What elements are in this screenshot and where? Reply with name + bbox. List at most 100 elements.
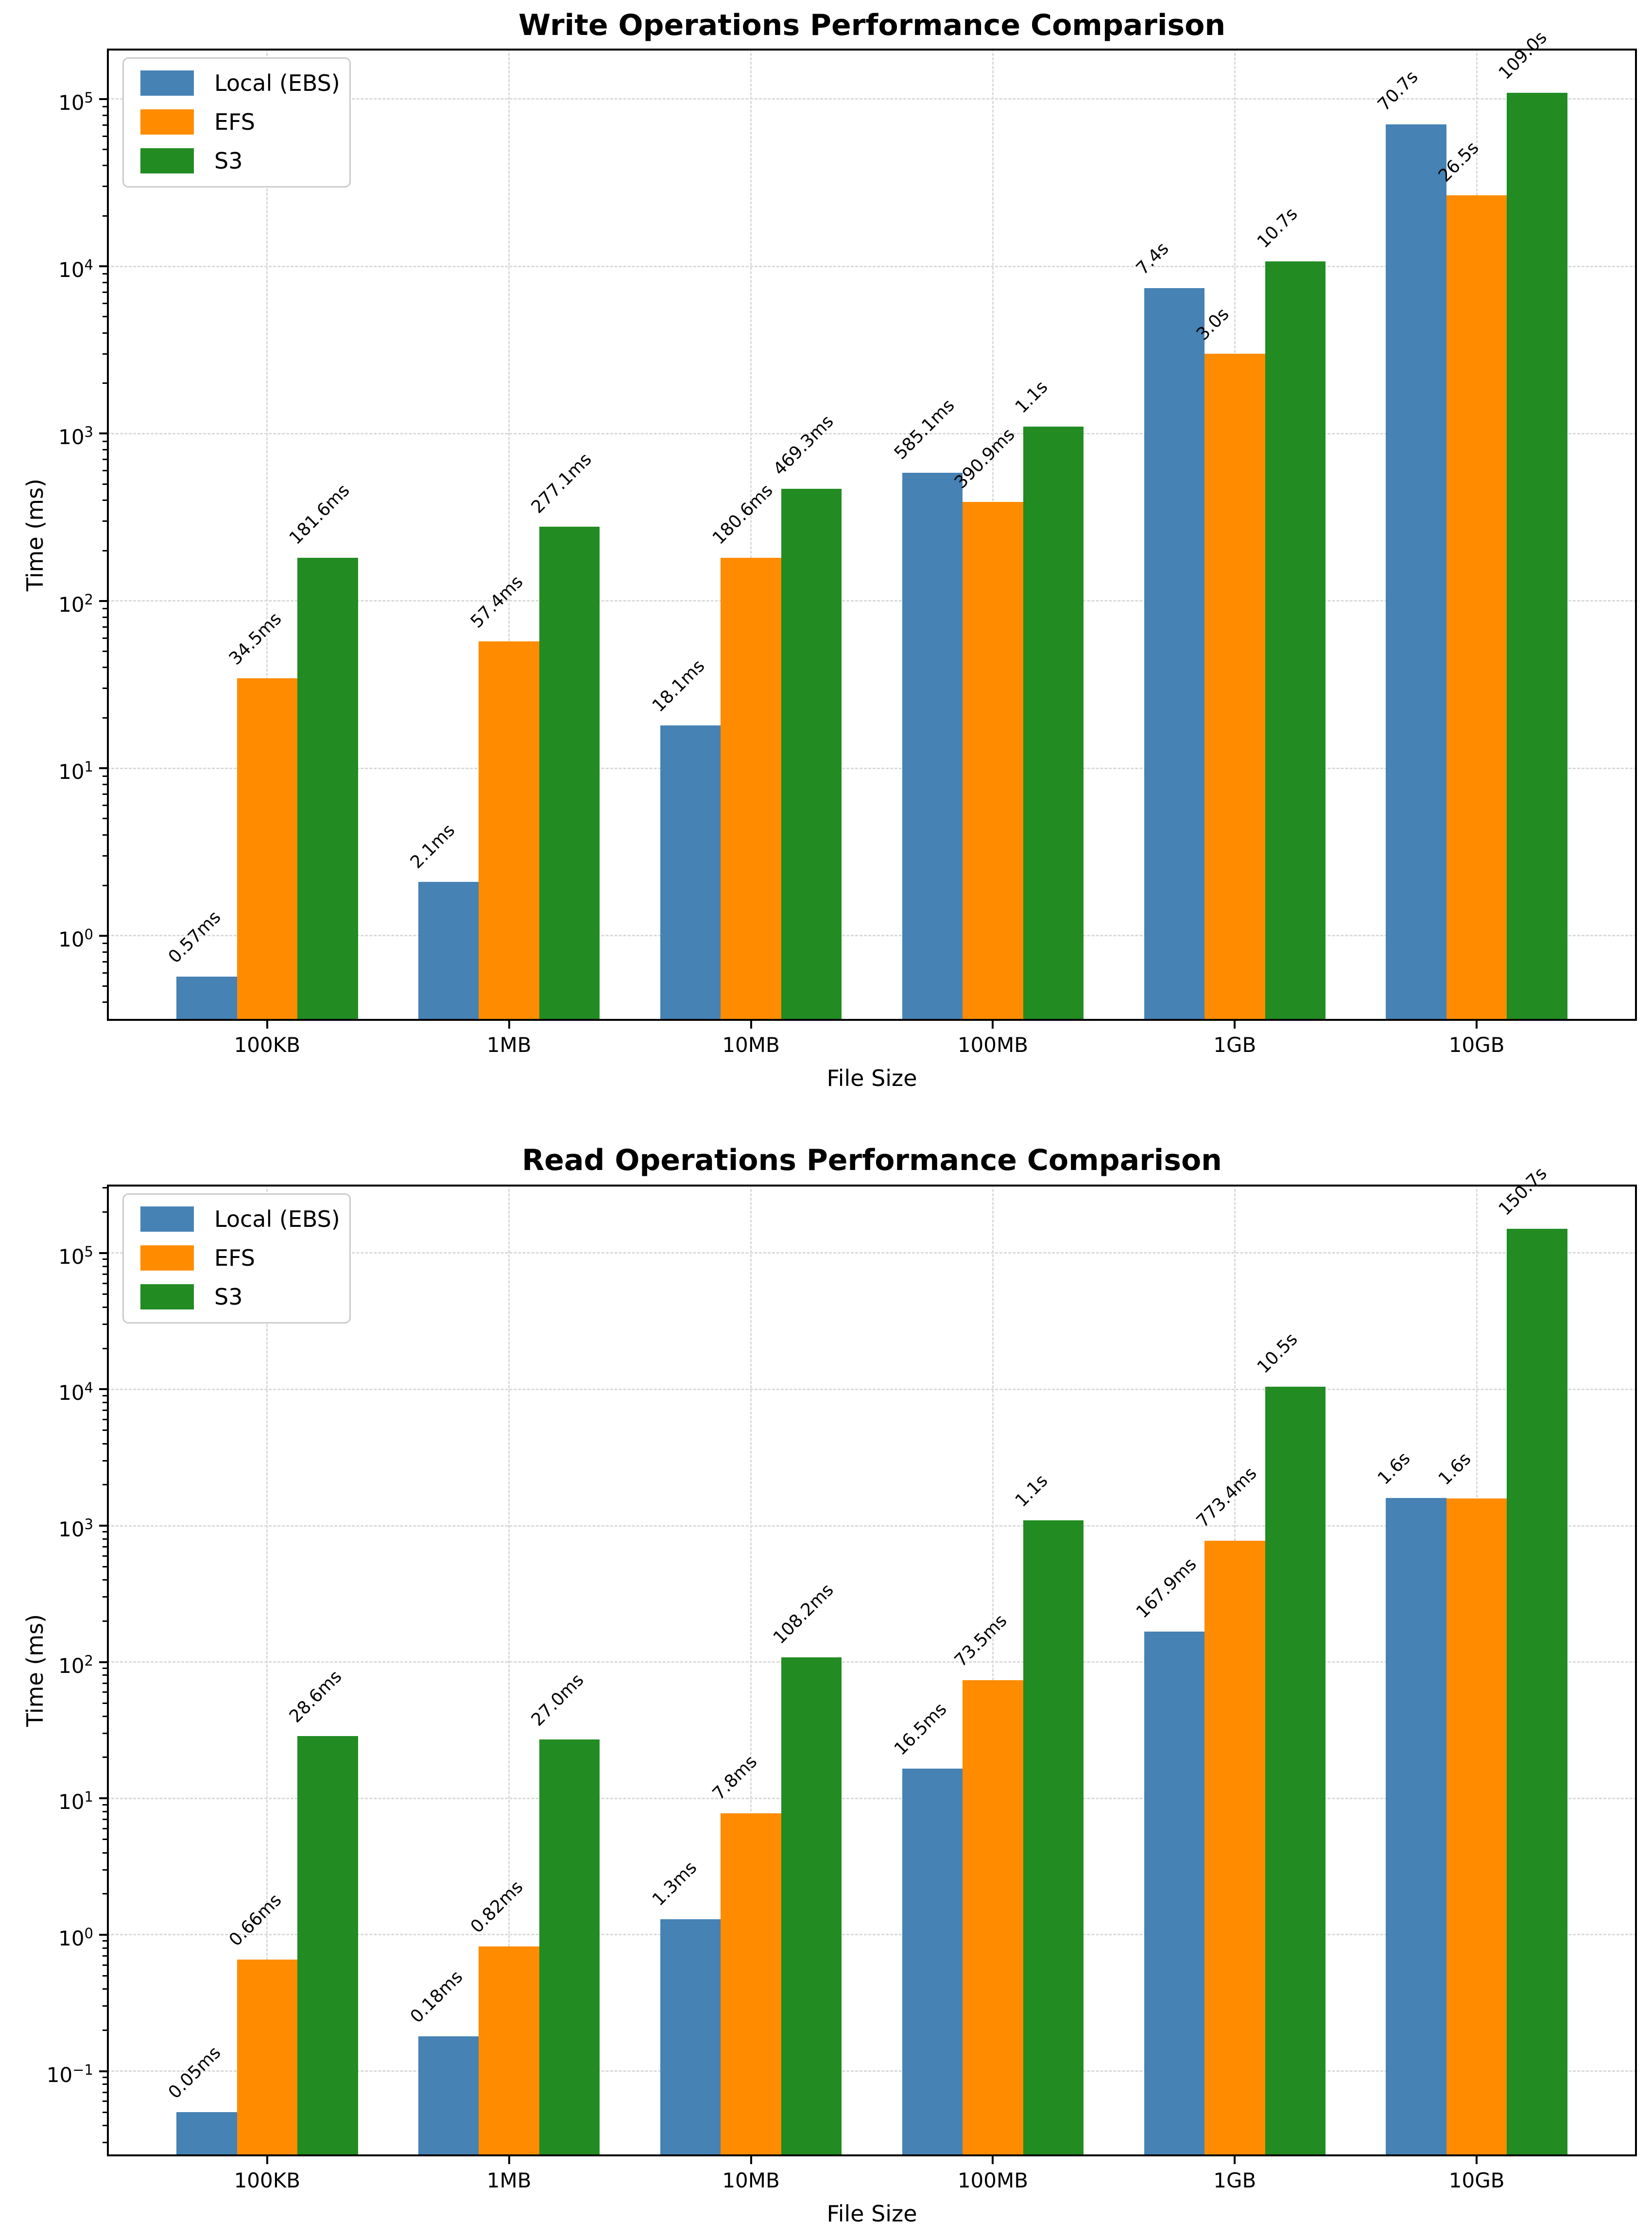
x-gridline bbox=[266, 1185, 268, 2156]
y-minor-tick-mark bbox=[103, 2141, 107, 2143]
x-tick-label: 10GB bbox=[1448, 1033, 1505, 1057]
y-minor-tick-mark bbox=[103, 2083, 107, 2085]
y-gridline bbox=[107, 935, 1637, 937]
bar-local-ebs- bbox=[176, 2112, 237, 2156]
y-tick-label: 101 bbox=[58, 758, 93, 784]
y-minor-tick-mark bbox=[103, 2005, 107, 2007]
legend: Local (EBS) EFS S3 bbox=[122, 1193, 351, 1324]
y-gridline bbox=[107, 1388, 1637, 1390]
y-minor-tick-mark bbox=[103, 1804, 107, 1806]
y-gridline bbox=[107, 767, 1637, 769]
legend-label: S3 bbox=[214, 148, 243, 174]
x-axis-label: File Size bbox=[826, 2201, 917, 2227]
legend-item: S3 bbox=[124, 141, 349, 178]
legend-label: Local (EBS) bbox=[214, 1206, 340, 1232]
x-tick-mark bbox=[508, 2156, 510, 2164]
y-minor-tick-mark bbox=[103, 637, 107, 639]
y-minor-tick-mark bbox=[103, 470, 107, 472]
bar-s3 bbox=[1265, 1386, 1325, 2156]
y-minor-tick-mark bbox=[103, 951, 107, 953]
x-tick-label: 10MB bbox=[722, 1033, 780, 1057]
y-minor-tick-mark bbox=[103, 449, 107, 451]
y-minor-tick-mark bbox=[103, 1702, 107, 1704]
y-minor-tick-mark bbox=[103, 1293, 107, 1295]
bar-efs bbox=[1205, 1541, 1265, 2156]
y-minor-tick-mark bbox=[103, 1852, 107, 1854]
bar-local-ebs- bbox=[1144, 288, 1205, 1021]
y-minor-tick-mark bbox=[103, 972, 107, 974]
y-gridline bbox=[107, 600, 1637, 602]
y-tick-label: 100 bbox=[58, 926, 93, 951]
y-minor-tick-mark bbox=[103, 2029, 107, 2031]
y-tick-mark bbox=[99, 1933, 107, 1936]
y-minor-tick-mark bbox=[103, 1460, 107, 1462]
y-minor-tick-mark bbox=[103, 302, 107, 304]
y-minor-tick-mark bbox=[103, 2100, 107, 2102]
y-minor-tick-mark bbox=[103, 520, 107, 522]
bar-s3 bbox=[297, 1736, 358, 2156]
plot-area-border bbox=[107, 49, 1637, 1021]
x-gridline bbox=[750, 1185, 752, 2156]
y-tick-label: 103 bbox=[58, 424, 93, 449]
y-minor-tick-mark bbox=[103, 1429, 107, 1431]
y-minor-tick-mark bbox=[103, 1484, 107, 1486]
y-tick-label: 10−1 bbox=[46, 2061, 93, 2087]
legend-item: EFS bbox=[124, 1239, 349, 1275]
y-minor-tick-mark bbox=[103, 281, 107, 283]
y-minor-tick-mark bbox=[103, 353, 107, 355]
y-tick-mark bbox=[99, 98, 107, 100]
legend-label: EFS bbox=[214, 109, 255, 135]
bar-efs bbox=[963, 501, 1023, 1021]
plot-area-border bbox=[107, 1185, 1637, 2156]
y-tick-label: 105 bbox=[58, 1243, 93, 1269]
y-tick-mark bbox=[99, 1525, 107, 1527]
y-minor-tick-mark bbox=[103, 1307, 107, 1308]
x-tick-label: 10GB bbox=[1448, 2168, 1505, 2192]
y-minor-tick-mark bbox=[103, 459, 107, 461]
y-minor-tick-mark bbox=[103, 440, 107, 442]
y-minor-tick-mark bbox=[103, 1324, 107, 1325]
y-axis-label: Time (ms) bbox=[22, 478, 48, 591]
bar-efs bbox=[479, 641, 539, 1021]
y-minor-tick-mark bbox=[103, 1732, 107, 1734]
y-minor-tick-mark bbox=[103, 148, 107, 150]
bar-s3 bbox=[1507, 92, 1567, 1021]
y-minor-tick-mark bbox=[103, 775, 107, 777]
y-minor-tick-mark bbox=[103, 1975, 107, 1977]
y-minor-tick-mark bbox=[103, 805, 107, 807]
y-minor-tick-mark bbox=[103, 1947, 107, 1949]
x-gridline bbox=[266, 49, 268, 1021]
x-tick-mark bbox=[1234, 1021, 1236, 1029]
y-minor-tick-mark bbox=[103, 1715, 107, 1717]
bar-local-ebs- bbox=[902, 472, 963, 1021]
y-minor-tick-mark bbox=[103, 382, 107, 384]
legend-label: EFS bbox=[214, 1245, 255, 1271]
x-tick-label: 1GB bbox=[1213, 1033, 1256, 1057]
y-minor-tick-mark bbox=[103, 135, 107, 137]
y-tick-mark bbox=[99, 600, 107, 602]
bar-s3 bbox=[297, 557, 358, 1021]
y-minor-tick-mark bbox=[103, 1964, 107, 1966]
x-gridline bbox=[750, 49, 752, 1021]
x-tick-mark bbox=[1476, 1021, 1478, 1029]
y-gridline bbox=[107, 265, 1637, 267]
y-minor-tick-mark bbox=[103, 717, 107, 719]
x-tick-mark bbox=[992, 2156, 994, 2164]
y-minor-tick-mark bbox=[103, 550, 107, 551]
y-tick-mark bbox=[99, 1797, 107, 1800]
bar-local-ebs- bbox=[660, 1919, 721, 2156]
y-minor-tick-mark bbox=[103, 1869, 107, 1871]
y-minor-tick-mark bbox=[103, 1620, 107, 1622]
y-minor-tick-mark bbox=[103, 1828, 107, 1830]
x-gridline bbox=[508, 49, 510, 1021]
legend-item: EFS bbox=[124, 103, 349, 139]
y-gridline bbox=[107, 1661, 1637, 1663]
y-tick-label: 101 bbox=[58, 1789, 93, 1814]
y-minor-tick-mark bbox=[103, 1443, 107, 1445]
y-minor-tick-mark bbox=[103, 1668, 107, 1669]
x-axis-label: File Size bbox=[826, 1065, 917, 1091]
x-tick-label: 1GB bbox=[1213, 2168, 1256, 2192]
y-minor-tick-mark bbox=[103, 985, 107, 987]
y-minor-tick-mark bbox=[103, 1839, 107, 1841]
y-minor-tick-mark bbox=[103, 1187, 107, 1189]
